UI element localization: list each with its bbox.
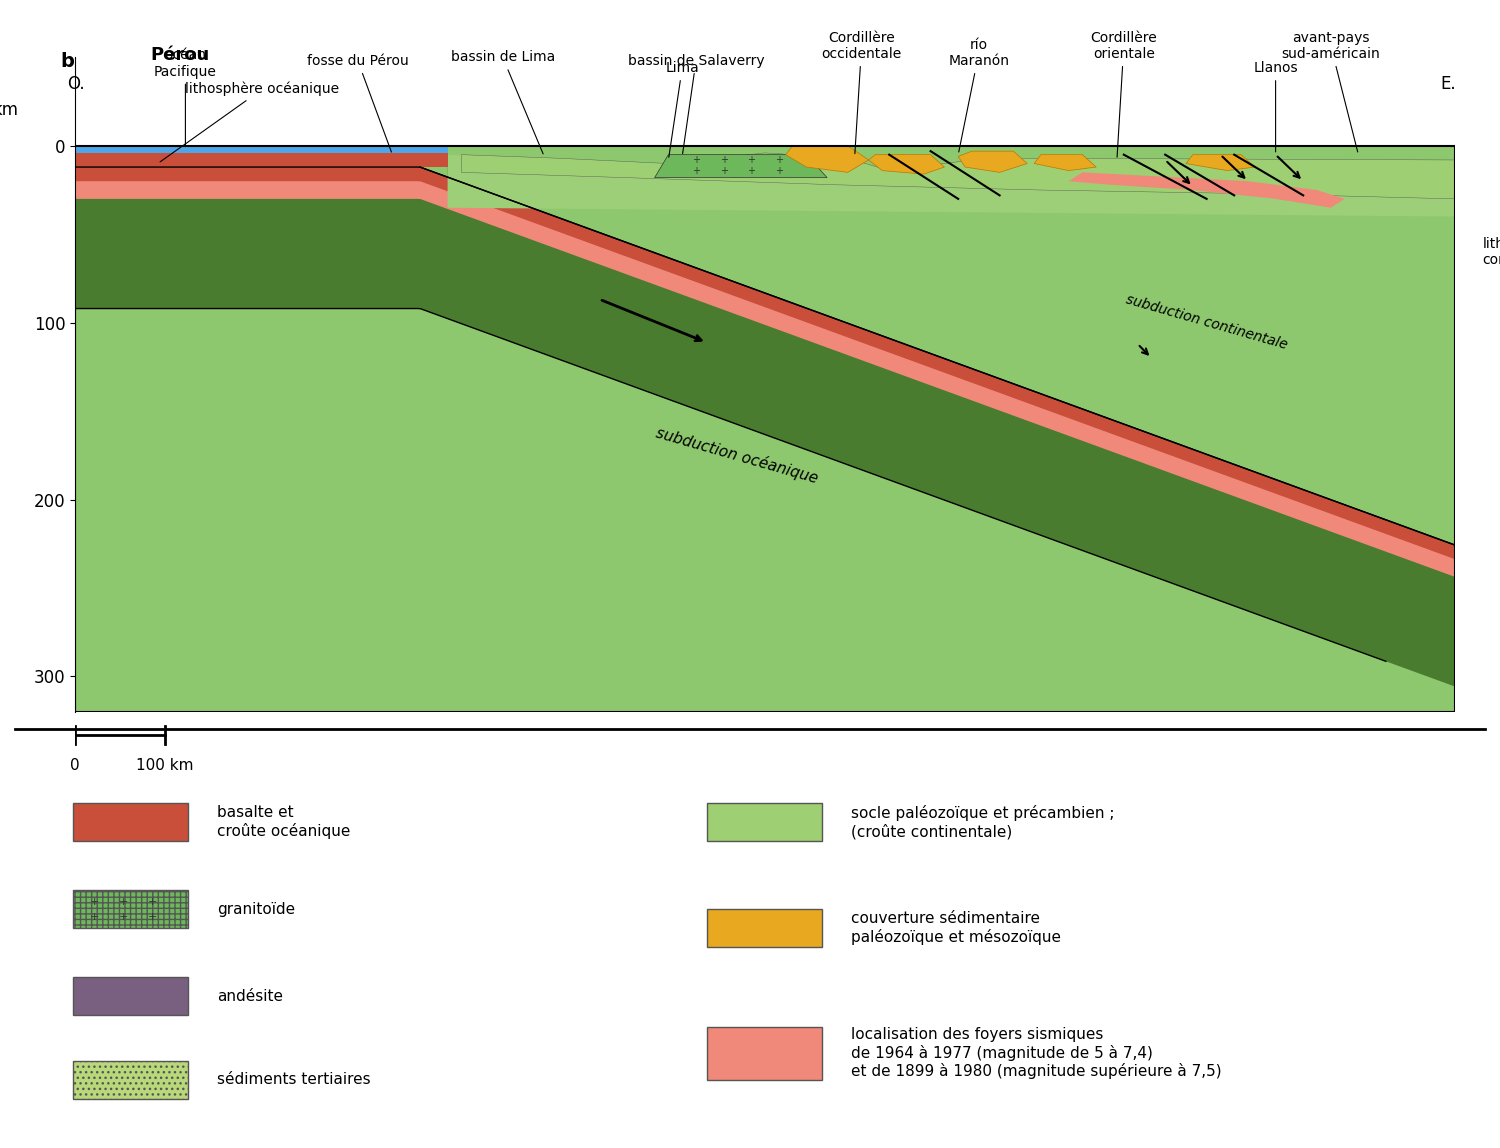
Text: E.: E.: [1440, 75, 1455, 93]
Text: +: +: [720, 155, 728, 165]
Text: +: +: [747, 165, 754, 176]
Text: +: +: [90, 897, 99, 907]
Text: Llanos: Llanos: [1254, 61, 1298, 152]
Polygon shape: [75, 168, 1455, 687]
Text: +: +: [147, 912, 158, 922]
Text: Pérou: Pérou: [150, 46, 208, 64]
Polygon shape: [75, 168, 1455, 577]
Text: lithosphère océanique: lithosphère océanique: [160, 82, 339, 162]
FancyBboxPatch shape: [74, 977, 189, 1015]
FancyBboxPatch shape: [74, 1061, 189, 1099]
Text: fosse du Pérou: fosse du Pérou: [308, 54, 410, 152]
Text: 0: 0: [70, 758, 80, 773]
Text: bassin de Lima: bassin de Lima: [450, 51, 555, 154]
Text: subduction océanique: subduction océanique: [654, 425, 820, 486]
FancyBboxPatch shape: [706, 909, 822, 947]
Polygon shape: [786, 146, 868, 172]
Text: Lima: Lima: [666, 61, 699, 157]
Text: lithosphère
continentale: lithosphère continentale: [1482, 236, 1500, 267]
Text: +: +: [720, 165, 728, 176]
Polygon shape: [75, 146, 1455, 712]
Text: subduction continentale: subduction continentale: [1124, 293, 1288, 352]
Text: +: +: [776, 155, 783, 165]
Polygon shape: [1068, 172, 1344, 208]
Text: andésite: andésite: [217, 988, 284, 1003]
Text: +: +: [692, 165, 700, 176]
Text: socle paléozoïque et précambien ;
(croûte continentale): socle paléozoïque et précambien ; (croût…: [850, 805, 1114, 839]
Text: localisation des foyers sismiques
de 1964 à 1977 (magnitude de 5 à 7,4)
et de 18: localisation des foyers sismiques de 196…: [850, 1027, 1221, 1079]
FancyBboxPatch shape: [74, 804, 189, 841]
Polygon shape: [420, 146, 1455, 545]
Text: avant-pays
sud-américain: avant-pays sud-américain: [1281, 31, 1380, 152]
Polygon shape: [958, 152, 1028, 172]
FancyBboxPatch shape: [706, 1026, 822, 1079]
Text: Cordillère
occidentale: Cordillère occidentale: [822, 31, 902, 154]
Polygon shape: [654, 155, 826, 178]
Text: b: b: [60, 52, 74, 71]
Text: +: +: [747, 155, 754, 165]
Polygon shape: [868, 155, 945, 174]
Polygon shape: [75, 153, 447, 168]
Text: granitoïde: granitoïde: [217, 901, 296, 917]
Polygon shape: [462, 153, 1455, 199]
Text: couverture sédimentaire
paléozoïque et mésozoïque: couverture sédimentaire paléozoïque et m…: [850, 912, 1060, 945]
Bar: [75, 146, 1455, 712]
Polygon shape: [75, 168, 1455, 559]
Text: sédiments tertiaires: sédiments tertiaires: [217, 1072, 370, 1087]
Text: +: +: [90, 912, 99, 922]
Text: +: +: [118, 912, 129, 922]
Polygon shape: [75, 146, 447, 153]
Text: O.: O.: [68, 75, 86, 93]
FancyBboxPatch shape: [74, 891, 189, 928]
Text: +: +: [147, 897, 158, 907]
Text: +: +: [776, 165, 783, 176]
Text: km: km: [0, 101, 20, 119]
Text: +: +: [692, 155, 700, 165]
Polygon shape: [447, 168, 1455, 208]
Text: océan
Pacifique: océan Pacifique: [154, 48, 218, 147]
Text: basalte et
croûte océanique: basalte et croûte océanique: [217, 805, 351, 839]
Polygon shape: [1186, 155, 1256, 171]
Text: río
Maranón: río Maranón: [948, 38, 1010, 152]
Text: 100 km: 100 km: [136, 758, 194, 773]
Polygon shape: [447, 155, 1455, 217]
Polygon shape: [1034, 155, 1096, 171]
FancyBboxPatch shape: [706, 804, 822, 841]
Text: bassin de Salaverry: bassin de Salaverry: [627, 54, 765, 154]
Text: Cordillère
orientale: Cordillère orientale: [1090, 31, 1156, 157]
Text: +: +: [118, 897, 129, 907]
